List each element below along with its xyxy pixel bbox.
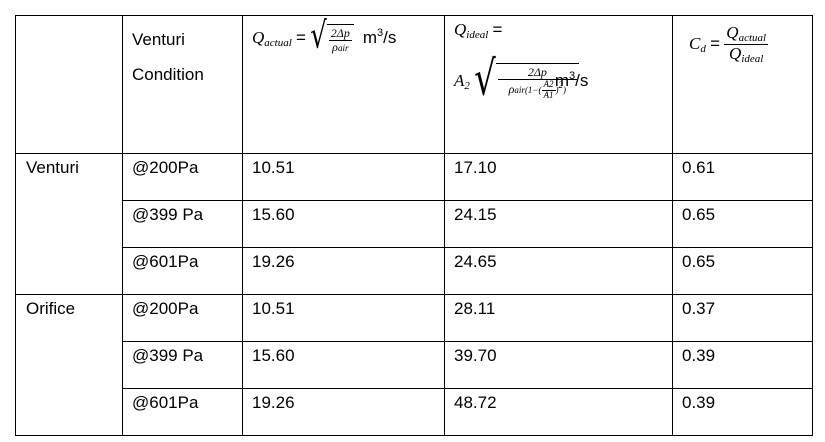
table-cell: 0.65	[672, 247, 813, 295]
symbol: Q	[726, 23, 739, 42]
numerator: 2Δp	[328, 26, 352, 42]
formula: Cd = Qactual Qideal	[689, 23, 769, 65]
table-cell: @399 Pa	[122, 341, 243, 389]
table-cell: @399 Pa	[122, 200, 243, 248]
text: (1−(	[524, 85, 542, 96]
header-cell: Cd = Qactual Qideal	[672, 15, 813, 154]
unit: m	[554, 70, 570, 90]
header-cell: Qideal = A2 √ 2Δp ρair(1−(A2 A1)2) m3/s	[444, 15, 673, 154]
header-cell: Qactual = √ 2Δp ρair m3/s	[242, 15, 445, 154]
subscript: 1	[549, 90, 554, 101]
table-cell: 0.61	[672, 153, 813, 201]
table-cell: 0.65	[672, 200, 813, 248]
table-cell: 15.60	[242, 341, 445, 389]
text: )	[555, 85, 559, 96]
table-cell: @601Pa	[122, 247, 243, 295]
operator: =	[492, 20, 503, 39]
symbol: Q	[252, 28, 265, 48]
table-cell: 19.26	[242, 388, 445, 436]
table-cell: 24.65	[444, 247, 673, 295]
table-cell: @601Pa	[122, 388, 243, 436]
group-label: Venturi	[15, 153, 123, 295]
table-cell: 15.60	[242, 200, 445, 248]
table-cell: 17.10	[444, 153, 673, 201]
formula: Qactual = √ 2Δp ρair m3/s	[252, 18, 397, 55]
header-text: Condition	[132, 65, 204, 84]
symbol: ρ	[508, 82, 515, 97]
symbol: A	[454, 70, 465, 90]
exponent: 3	[377, 27, 384, 40]
table-row: @399 Pa 15.60 39.70 0.39	[16, 341, 813, 389]
table-cell: 48.72	[444, 388, 673, 436]
operator: =	[710, 33, 721, 53]
subscript: air	[337, 43, 349, 54]
exponent: 3	[569, 69, 576, 82]
text: )	[563, 85, 567, 96]
symbol: ρ	[332, 40, 338, 55]
symbol: Q	[454, 20, 467, 39]
table-cell: 19.26	[242, 247, 445, 295]
group-label: Orifice	[15, 294, 123, 436]
header-text: Venturi	[132, 30, 185, 49]
table-row: Venturi @200Pa 10.51 17.10 0.61	[15, 153, 813, 295]
symbol: A	[543, 90, 550, 101]
symbol: A	[543, 79, 550, 90]
symbol: Q	[729, 44, 742, 64]
table-cell: 0.37	[672, 294, 813, 342]
results-table: Venturi Condition Qactual = √ 2Δp ρair m3/…	[15, 15, 813, 436]
header-row: Venturi Condition Qactual = √ 2Δp ρair m3/…	[15, 15, 813, 154]
sqrt: √ 2Δp ρair	[310, 18, 354, 55]
table-cell: 10.51	[242, 294, 445, 342]
exponent: 2	[558, 80, 564, 91]
subscript: 2	[549, 79, 554, 90]
table-cell: @200Pa	[122, 294, 243, 342]
subscript: ideal	[466, 29, 489, 41]
operator: =	[296, 28, 306, 48]
unit: /s	[575, 70, 589, 90]
numerator: 2Δp	[497, 65, 577, 81]
table-cell: 10.51	[242, 153, 445, 201]
table-cell: 0.39	[672, 341, 813, 389]
table-cell: 28.11	[444, 294, 673, 342]
table-row: @399 Pa 15.60 24.15 0.65	[16, 200, 813, 248]
subscript: ideal	[741, 53, 764, 66]
formula: A2 √ 2Δp ρair(1−(A2 A1)2) m3/s	[454, 55, 672, 103]
table-cell: 39.70	[444, 341, 673, 389]
table-cell: 24.15	[444, 200, 673, 248]
table-row: @601Pa 19.26 48.72 0.39	[16, 388, 813, 436]
table-cell: 0.39	[672, 388, 813, 436]
symbol: C	[689, 33, 701, 53]
subscript: 2	[464, 79, 470, 92]
table-row: @601Pa 19.26 24.65 0.65	[16, 247, 813, 295]
sqrt: √ 2Δp ρair(1−(A2 A1)2)	[474, 55, 579, 103]
unit: m	[362, 28, 377, 48]
subscript: actual	[738, 32, 767, 44]
formula: Qideal =	[454, 20, 672, 41]
table-cell: @200Pa	[122, 153, 243, 201]
subscript: actual	[264, 37, 292, 50]
unit: /s	[383, 28, 397, 48]
header-cell: Venturi Condition	[122, 15, 243, 154]
header-cell	[15, 15, 123, 154]
subscript: d	[700, 42, 706, 55]
table-row: Orifice @200Pa 10.51 28.11 0.37	[15, 294, 813, 436]
subscript: air	[514, 85, 525, 96]
